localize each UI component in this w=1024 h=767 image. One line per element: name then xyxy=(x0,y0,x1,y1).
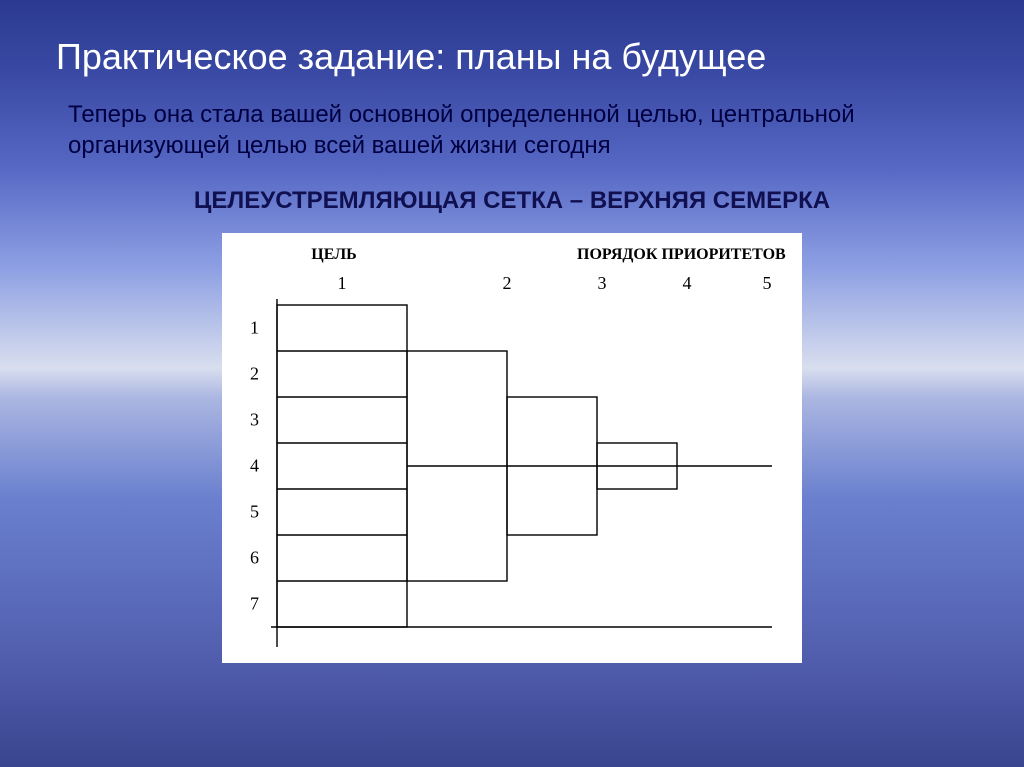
svg-text:5: 5 xyxy=(250,502,259,522)
svg-text:1: 1 xyxy=(250,318,259,338)
diagram-panel: ЦЕЛЬ ПОРЯДОК ПРИОРИТЕТОВ 1 2 3 4 5 1 2 3 4 5 6 7 xyxy=(222,233,802,663)
svg-text:6: 6 xyxy=(250,548,259,568)
svg-text:1: 1 xyxy=(338,273,347,293)
svg-text:2: 2 xyxy=(503,273,512,293)
slide-subtitle: ЦЕЛЕУСТРЕМЛЯЮЩАЯ СЕТКА – ВЕРХНЯЯ СЕМЕРКА xyxy=(56,187,968,215)
svg-text:5: 5 xyxy=(763,273,772,293)
slide-title: Практическое задание: планы на будущее xyxy=(56,36,968,78)
svg-text:2: 2 xyxy=(250,364,259,384)
slide-body-text: Теперь она стала вашей основной определе… xyxy=(68,100,968,161)
svg-text:3: 3 xyxy=(598,273,607,293)
svg-text:3: 3 xyxy=(250,410,259,430)
svg-text:4: 4 xyxy=(250,456,259,476)
svg-text:ЦЕЛЬ: ЦЕЛЬ xyxy=(311,246,356,263)
svg-text:7: 7 xyxy=(250,594,259,614)
slide: Практическое задание: планы на будущее Т… xyxy=(0,0,1024,767)
svg-text:ПОРЯДОК ПРИОРИТЕТОВ: ПОРЯДОК ПРИОРИТЕТОВ xyxy=(577,246,786,263)
priority-grid-diagram: ЦЕЛЬ ПОРЯДОК ПРИОРИТЕТОВ 1 2 3 4 5 1 2 3 4 5 6 7 xyxy=(222,233,802,663)
svg-text:4: 4 xyxy=(683,273,692,293)
